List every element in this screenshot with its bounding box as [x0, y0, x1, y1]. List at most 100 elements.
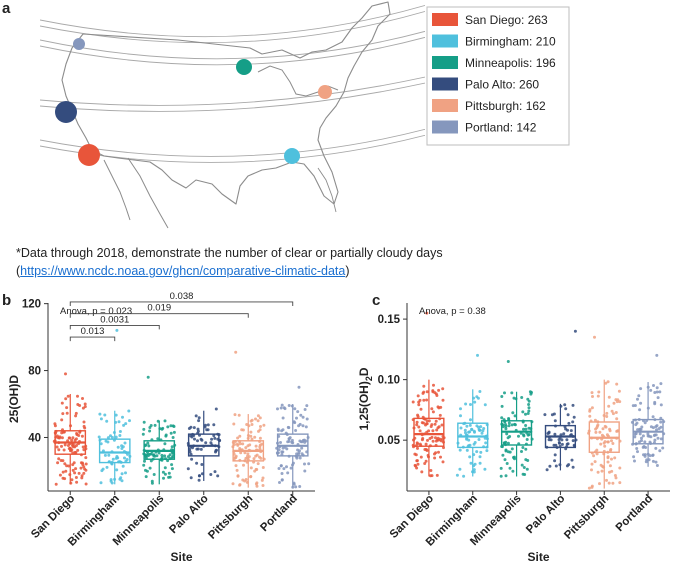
point-pittsburgh-87 — [604, 381, 608, 385]
point-san-diego-9 — [82, 471, 86, 475]
point-portland-41 — [654, 446, 658, 450]
point-minneapolis-74 — [504, 448, 508, 452]
point-birmingham-22 — [468, 423, 472, 427]
point-san-diego-36 — [421, 391, 425, 395]
point-san-diego-53 — [57, 457, 61, 461]
point-minneapolis-92 — [506, 436, 510, 440]
point-birmingham-53 — [100, 469, 104, 473]
point-palo-alto-42 — [186, 467, 190, 471]
point-san-diego-74 — [433, 422, 437, 426]
point-minneapolis-25 — [171, 436, 175, 439]
anova-label: Anova, p = 0.38 — [419, 306, 486, 317]
point-minneapolis-71 — [152, 473, 156, 476]
point-san-diego-1 — [434, 436, 437, 440]
point-pittsburgh-60 — [246, 452, 250, 456]
point-san-diego-54 — [422, 384, 426, 388]
point-minneapolis-81 — [162, 476, 165, 480]
point-minneapolis-18 — [500, 404, 504, 408]
source-link[interactable]: https://www.ncdc.noaa.gov/ghcn/comparati… — [20, 264, 346, 278]
point-san-diego-116 — [60, 444, 63, 448]
point-minneapolis-69 — [513, 423, 517, 427]
comparison-bracket-4 — [69, 301, 294, 306]
point-birmingham-65 — [120, 444, 124, 448]
point-portland-67 — [659, 403, 663, 407]
point-pittsburgh-72 — [261, 466, 265, 469]
point-pittsburgh-84 — [593, 460, 597, 464]
point-pittsburgh-93 — [255, 453, 259, 457]
x-tick-label-portland: Portland — [614, 493, 655, 534]
point-san-diego-65 — [58, 435, 62, 439]
point-palo-alto-12 — [212, 434, 216, 438]
point-minneapolis-14 — [520, 396, 524, 399]
point-san-diego-56 — [61, 470, 65, 474]
point-pittsburgh-24 — [600, 469, 604, 473]
point-san-diego-71 — [65, 406, 69, 410]
point-pittsburgh-69 — [611, 412, 615, 416]
point-portland-73 — [659, 437, 663, 441]
point-san-diego-113 — [416, 462, 420, 466]
point-portland-34 — [303, 462, 306, 466]
point-palo-alto-40 — [199, 447, 203, 451]
point-portland-24 — [635, 447, 639, 450]
point-san-diego-114 — [419, 455, 423, 459]
point-palo-alto-56 — [195, 447, 199, 451]
point-san-diego-65 — [439, 455, 442, 459]
palo-alto-marker — [55, 101, 77, 123]
point-pittsburgh-44 — [611, 481, 615, 485]
point-san-diego-31 — [420, 470, 424, 474]
latitude-band-1a — [40, 4, 425, 38]
point-portland-60 — [296, 448, 300, 452]
point-palo-alto-36 — [189, 476, 193, 480]
point-minneapolis-6 — [517, 434, 520, 438]
point-san-diego-108 — [58, 473, 62, 477]
point-minneapolis-65 — [510, 447, 514, 451]
point-pittsburgh-65 — [610, 409, 614, 413]
point-san-diego-25 — [75, 480, 79, 484]
point-san-diego-14 — [76, 394, 79, 398]
point-pittsburgh-54 — [590, 485, 594, 489]
point-birmingham-40 — [123, 456, 126, 460]
point-pittsburgh-38 — [598, 430, 602, 434]
point-pittsburgh-37 — [614, 476, 618, 480]
point-palo-alto-25 — [197, 478, 201, 482]
box-minneapolis — [500, 420, 533, 446]
point-san-diego-98 — [74, 411, 78, 415]
point-pittsburgh-88 — [238, 483, 242, 487]
point-pittsburgh-98 — [618, 466, 622, 470]
point-san-diego-50 — [424, 459, 428, 463]
point-portland-64 — [281, 416, 285, 420]
point-portland-18 — [278, 481, 281, 484]
point-minneapolis-28 — [152, 454, 156, 457]
point-palo-alto-48 — [215, 448, 218, 452]
point-minneapolis-65 — [163, 442, 167, 446]
point-pittsburgh-2 — [618, 481, 622, 485]
point-san-diego-73 — [411, 400, 415, 404]
point-san-diego-111 — [65, 411, 69, 415]
point-san-diego-63 — [440, 423, 444, 427]
point-pittsburgh-68 — [603, 444, 607, 448]
point-palo-alto-3 — [571, 439, 575, 443]
point-birmingham-41 — [485, 449, 489, 453]
point-birmingham-59 — [478, 428, 481, 432]
point-birmingham-66 — [109, 479, 113, 483]
point-palo-alto-13 — [204, 441, 208, 445]
point-minneapolis-82 — [157, 451, 161, 455]
point-minneapolis-86 — [164, 434, 168, 438]
point-san-diego-23 — [425, 390, 429, 394]
latitude-band-3a — [40, 76, 425, 106]
point-portland-32 — [286, 471, 290, 475]
point-birmingham-27 — [475, 450, 479, 454]
legend-label-5: Portland: 142 — [465, 121, 537, 135]
legend-label-0: San Diego: 263 — [465, 13, 548, 27]
point-pittsburgh-89 — [242, 463, 245, 467]
point-pittsburgh-11 — [615, 382, 619, 386]
point-minneapolis-53 — [510, 391, 514, 395]
point-birmingham-13 — [114, 435, 118, 439]
comparison-pvalue-1: 0.013 — [81, 326, 105, 337]
point-palo-alto-6 — [553, 432, 557, 436]
point-san-diego-106 — [427, 419, 431, 423]
point-pittsburgh-45 — [605, 478, 608, 482]
point-minneapolis-10 — [142, 463, 146, 467]
point-pittsburgh-7 — [598, 482, 601, 486]
point-pittsburgh-91 — [241, 442, 245, 446]
